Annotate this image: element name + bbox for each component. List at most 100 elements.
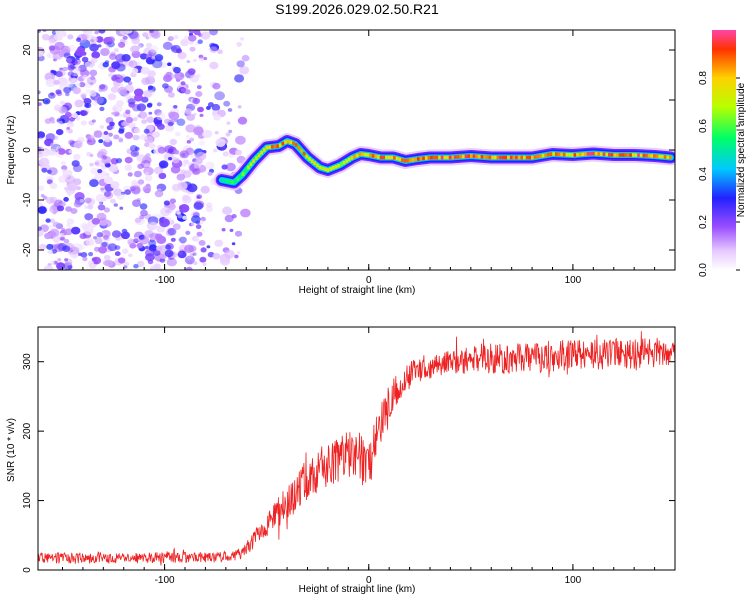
noise-blob xyxy=(71,77,77,83)
noise-blob xyxy=(82,110,88,116)
noise-blob xyxy=(163,200,170,206)
noise-blob xyxy=(44,232,52,240)
ridge-cell xyxy=(541,153,545,158)
noise-blob xyxy=(199,113,204,117)
ridge-cell xyxy=(281,141,285,146)
noise-blob xyxy=(69,117,75,122)
noise-blob xyxy=(183,159,190,165)
ridge-cell xyxy=(454,155,457,159)
noise-blob xyxy=(50,119,56,124)
ridge-cell xyxy=(520,155,524,160)
noise-blob xyxy=(46,179,53,185)
ridge-cell xyxy=(645,153,648,158)
noise-blob xyxy=(239,66,250,75)
noise-blob xyxy=(179,204,190,213)
noise-blob xyxy=(158,61,167,69)
noise-blob xyxy=(203,56,208,61)
noise-blob xyxy=(114,245,121,251)
noise-blob xyxy=(240,37,244,41)
noise-blob xyxy=(144,142,150,148)
noise-blob xyxy=(182,215,188,220)
noise-blob xyxy=(103,191,112,197)
ridge-cell xyxy=(308,157,311,161)
noise-blob xyxy=(105,259,114,267)
noise-blob xyxy=(75,48,85,57)
noise-blob xyxy=(99,106,105,112)
noise-blob xyxy=(101,241,108,248)
ridge-cell xyxy=(236,177,240,181)
ridge-cell xyxy=(414,157,417,162)
noise-blob xyxy=(83,205,89,209)
noise-blob xyxy=(61,169,66,173)
noise-blob xyxy=(83,98,92,105)
noise-blob xyxy=(134,217,142,223)
noise-blob xyxy=(64,111,72,118)
noise-blob xyxy=(127,98,136,105)
noise-blob xyxy=(65,92,70,97)
noise-blob xyxy=(41,167,48,173)
noise-blob xyxy=(189,46,196,52)
noise-blob xyxy=(134,88,144,97)
noise-blob xyxy=(156,225,166,233)
noise-blob xyxy=(102,61,109,68)
noise-blob xyxy=(116,74,121,78)
noise-blob xyxy=(51,244,58,250)
noise-blob xyxy=(63,174,69,179)
ridge-cell xyxy=(366,153,370,157)
noise-blob xyxy=(67,129,73,134)
noise-blob xyxy=(88,252,94,257)
ridge-cell xyxy=(297,146,301,150)
noise-blob xyxy=(176,173,186,181)
noise-blob xyxy=(164,145,175,154)
noise-blob xyxy=(145,76,156,85)
noise-blob xyxy=(67,182,78,192)
noise-blob xyxy=(180,38,190,47)
noise-blob xyxy=(123,261,130,267)
noise-blob xyxy=(71,112,78,119)
noise-blob xyxy=(113,134,120,140)
noise-blob xyxy=(98,246,107,254)
noise-blob xyxy=(154,54,164,62)
noise-blob xyxy=(118,138,124,143)
noise-blob xyxy=(198,54,204,59)
noise-blob xyxy=(63,86,72,94)
ridge-cell xyxy=(507,155,510,160)
noise-blob xyxy=(186,113,196,121)
noise-blob xyxy=(96,232,104,238)
noise-blob xyxy=(133,170,142,178)
noise-blob xyxy=(148,111,153,115)
ridge-cell xyxy=(467,154,470,158)
ridge-cell xyxy=(385,155,388,160)
ridge-cell xyxy=(342,161,346,165)
ridge-cell xyxy=(369,153,372,158)
noise-blob xyxy=(95,36,104,43)
noise-blob xyxy=(44,72,55,81)
noise-blob xyxy=(159,253,167,260)
colorbar-tick-label: 0.2 xyxy=(698,215,709,229)
ridge-cell xyxy=(621,153,624,157)
ridge-cell xyxy=(379,155,383,160)
noise-blob xyxy=(198,57,205,62)
noise-blob xyxy=(223,100,231,107)
ridge-cell xyxy=(233,179,237,184)
noise-blob xyxy=(194,237,200,242)
noise-blob xyxy=(38,185,45,191)
noise-blob xyxy=(110,198,116,204)
noise-blob xyxy=(38,206,47,214)
noise-blob xyxy=(196,194,202,199)
noise-blob xyxy=(144,245,149,250)
noise-blob xyxy=(60,161,66,166)
noise-blob xyxy=(56,129,64,136)
noise-blob xyxy=(177,214,183,219)
spectrogram-x-label: Height of straight line (km) xyxy=(299,285,416,296)
noise-blob xyxy=(202,129,213,139)
noise-blob xyxy=(94,30,99,35)
noise-blob xyxy=(82,256,88,262)
noise-blob xyxy=(100,187,105,191)
noise-blob xyxy=(42,195,48,200)
noise-blob xyxy=(52,221,60,228)
noise-blob xyxy=(185,230,191,235)
noise-blob xyxy=(177,250,187,259)
noise-blob xyxy=(89,69,98,77)
noise-blob xyxy=(177,181,188,191)
